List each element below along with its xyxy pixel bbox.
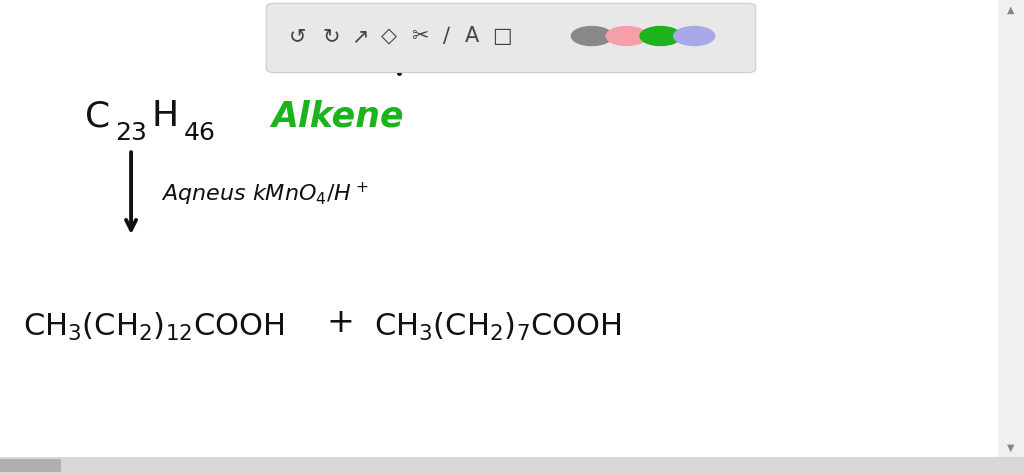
Circle shape [674,27,715,46]
Bar [0,457,1024,474]
Circle shape [640,27,681,46]
Text: $\mathsf{+}$: $\mathsf{+}$ [326,306,352,339]
Text: $\mathsf{H}$: $\mathsf{H}$ [151,99,176,133]
Text: Alkene: Alkene [271,99,404,133]
Text: ∕: ∕ [443,26,450,46]
Text: ↗: ↗ [350,26,369,46]
Circle shape [571,27,612,46]
FancyBboxPatch shape [266,3,756,73]
Text: ◇: ◇ [381,26,397,46]
Text: Aqneus $kMnO_4/H^+$: Aqneus $kMnO_4/H^+$ [161,181,369,208]
Text: $\mathsf{46}$: $\mathsf{46}$ [183,121,216,145]
Text: $\mathsf{CH_3(CH_2)_7COOH}$: $\mathsf{CH_3(CH_2)_7COOH}$ [374,311,622,343]
Text: ↺: ↺ [289,26,307,46]
Text: ▲: ▲ [1008,4,1015,15]
Text: ▼: ▼ [1008,443,1015,453]
Text: $\mathsf{C}$: $\mathsf{C}$ [84,99,110,133]
Bar [0,459,61,472]
Text: ↻: ↻ [322,26,340,46]
Circle shape [606,27,647,46]
Text: ✂: ✂ [411,26,429,46]
Text: $\mathsf{CH_3(CH_2)_{12}COOH}$: $\mathsf{CH_3(CH_2)_{12}COOH}$ [23,311,284,343]
Text: A: A [465,26,479,46]
Text: □: □ [492,26,512,46]
Text: $\mathsf{23}$: $\mathsf{23}$ [115,121,146,145]
Bar [998,0,1024,457]
